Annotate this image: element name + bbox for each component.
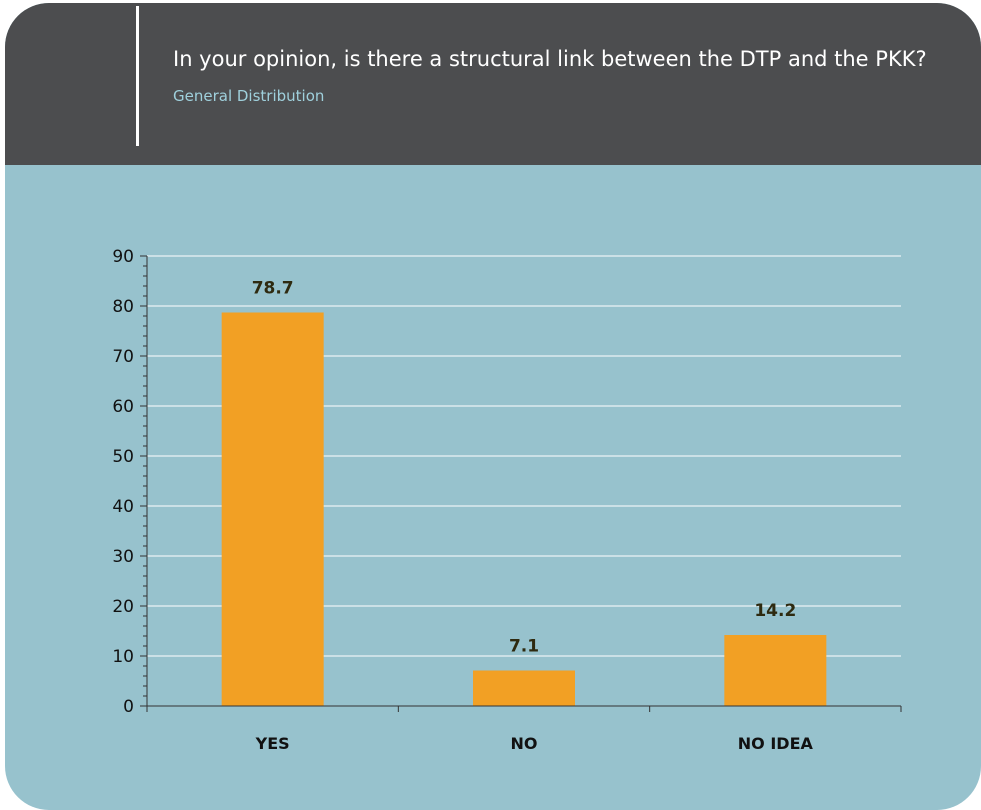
bar-value-label: 78.7 (252, 279, 294, 299)
chart-title: In your opinion, is there a structural l… (173, 47, 927, 71)
y-tick-label: 30 (112, 547, 134, 567)
x-category-label: YES (255, 734, 290, 753)
bar-chart: 0 10 20 30 40 50 60 70 80 90 78.7 YES 7.1 NO 14.2 NO ID… (112, 247, 902, 753)
y-tick-label: 40 (112, 497, 134, 517)
x-category-label: NO (511, 734, 538, 753)
bar-no-idea (724, 635, 827, 706)
bar-yes (221, 312, 324, 706)
y-tick-label: 70 (112, 347, 134, 367)
x-category-label: NO IDEA (738, 734, 814, 753)
header-divider (136, 6, 139, 146)
bar-value-label: 7.1 (509, 637, 539, 657)
y-tick-label: 80 (112, 297, 134, 317)
y-tick-label: 0 (123, 697, 134, 717)
bars (221, 312, 827, 706)
axes (140, 255, 902, 712)
labels: 0 10 20 30 40 50 60 70 80 90 78.7 YES 7.1 NO 14.2 NO ID… (112, 247, 813, 753)
y-tick-label: 50 (112, 447, 134, 467)
y-tick-label: 20 (112, 597, 134, 617)
y-tick-label: 90 (112, 247, 134, 267)
y-tick-label: 60 (112, 397, 134, 417)
bar-no (473, 670, 575, 706)
bar-value-label: 14.2 (754, 601, 796, 621)
chart-card: In your opinion, is there a structural l… (5, 3, 981, 810)
chart-subtitle: General Distribution (173, 87, 325, 105)
y-tick-label: 10 (112, 647, 134, 667)
chart-header: In your opinion, is there a structural l… (5, 3, 981, 165)
